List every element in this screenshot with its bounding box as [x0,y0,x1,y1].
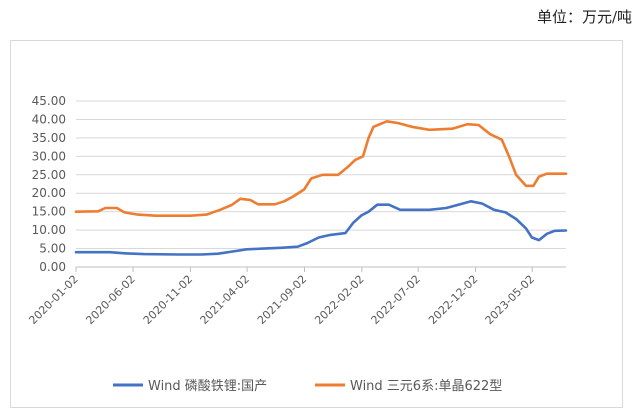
y-axis-ticks: 0.00 5.00 10.00 15.00 20.00 25.00 30.00 35.00 40… [32,94,66,274]
y-tick-label: 45.00 [32,94,66,108]
x-tick-label: 2021-04-02 [198,273,252,327]
x-tick-label: 2022-12-02 [426,273,480,327]
y-tick-label: 10.00 [32,223,66,237]
series-line-1 [74,120,568,217]
y-tick-label: 15.00 [32,205,66,219]
legend: Wind 磷酸铁锂:国产 Wind 三元6系:单晶622型 [113,379,502,394]
x-tick-label: 2020-06-02 [83,273,137,327]
x-tick-label: 2022-07-02 [369,273,423,327]
series-lines [74,120,568,256]
x-axis-ticks: 2020-01-02 2020-06-02 2020-11-02 2021-04-02… [26,267,537,327]
legend-label-0: Wind 磷酸铁锂:国产 [148,379,267,394]
legend-label-1: Wind 三元6系:单晶622型 [350,379,502,394]
gridlines [76,100,566,250]
x-tick-label: 2023-05-02 [483,273,537,327]
x-tick-label: 2020-01-02 [26,273,80,327]
y-tick-label: 30.00 [32,149,66,163]
x-tick-label: 2020-11-02 [141,273,195,327]
series-line-0 [74,200,568,256]
y-tick-label: 20.00 [32,186,66,200]
y-tick-label: 35.00 [32,131,66,145]
y-tick-label: 40.00 [32,112,66,126]
unit-label: 单位：万元/吨 [536,8,632,26]
y-tick-label: 5.00 [39,242,66,256]
y-tick-label: 0.00 [39,260,66,274]
x-tick-label: 2021-09-02 [255,273,309,327]
y-tick-label: 25.00 [32,168,66,182]
x-tick-label: 2022-02-02 [312,273,366,327]
